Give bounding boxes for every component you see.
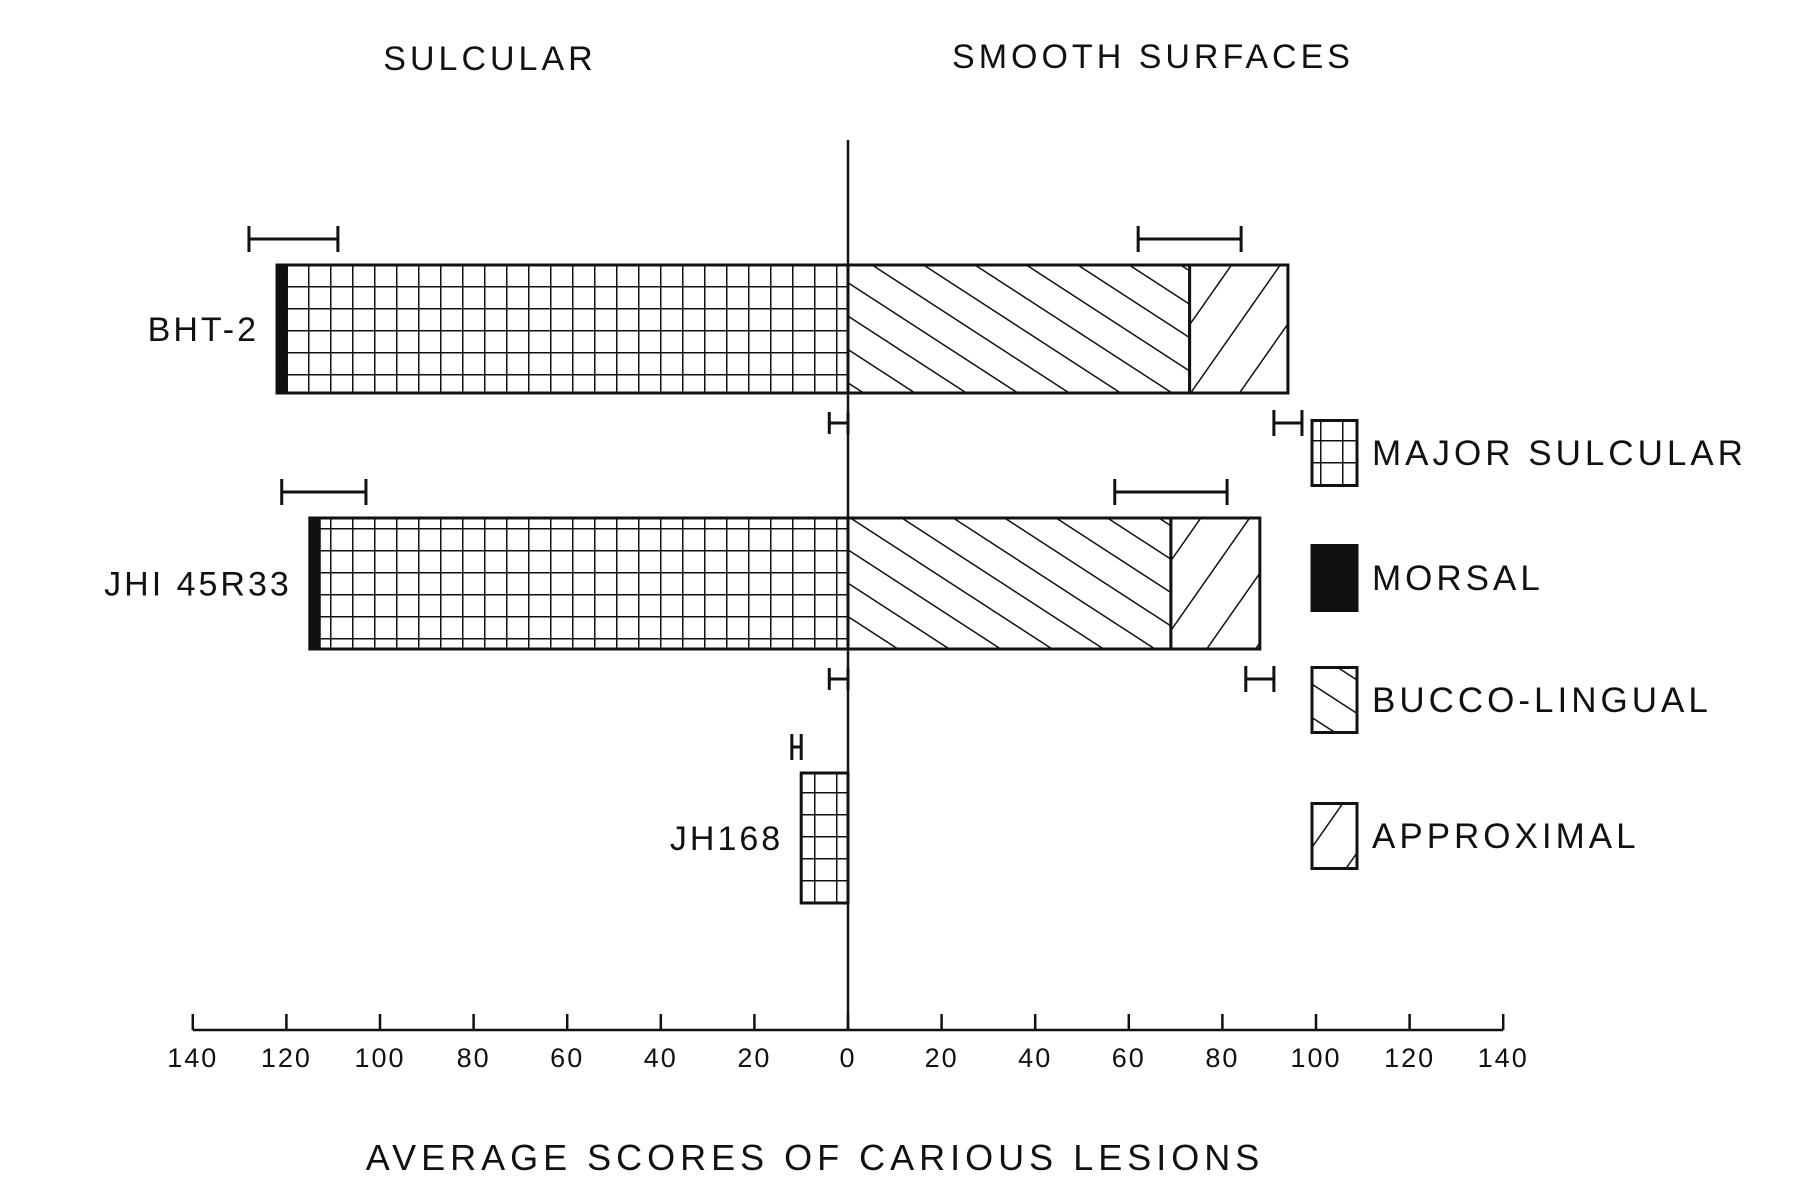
legend-label-morsal: MORSAL — [1372, 559, 1544, 598]
legend-swatch-morsal — [1310, 544, 1359, 612]
x-tick-label: 100 — [354, 1043, 405, 1073]
x-tick-label: 60 — [1112, 1043, 1146, 1073]
bar-bht-2-major-sulcular — [284, 263, 850, 395]
category-label: JH168 — [670, 820, 783, 858]
bar-jhi-45r33-approximal — [1169, 516, 1262, 651]
x-tick-label: 20 — [925, 1043, 959, 1073]
right-heading: SMOOTH SURFACES — [952, 38, 1354, 76]
x-tick-label: 120 — [261, 1043, 312, 1073]
x-tick-label: 40 — [644, 1043, 678, 1073]
bar-jhi-45r33-bucco-lingual — [846, 516, 1173, 651]
x-tick-label: 40 — [1018, 1043, 1052, 1073]
legend-swatch-approximal — [1310, 802, 1359, 870]
legend-swatch-bucco-lingual — [1310, 666, 1359, 734]
x-axis-label: AVERAGE SCORES OF CARIOUS LESIONS — [366, 1137, 1265, 1178]
bar-bht-2-morsal — [275, 263, 288, 395]
bar-jhi-45r33-morsal — [308, 516, 321, 651]
x-tick-label: 80 — [457, 1043, 491, 1073]
category-label: BHT-2 — [148, 311, 259, 349]
x-tick-label: 120 — [1384, 1043, 1435, 1073]
x-tick-label: 0 — [839, 1043, 856, 1073]
x-tick-label: 20 — [737, 1043, 771, 1073]
bar-bht-2-approximal — [1188, 263, 1290, 395]
legend-label-bucco-lingual: BUCCO-LINGUAL — [1372, 681, 1712, 720]
legend-label-major-sulcular: MAJOR SULCULAR — [1372, 434, 1747, 473]
x-tick-label: 80 — [1205, 1043, 1239, 1073]
category-label: JHI 45R33 — [104, 566, 292, 604]
x-tick-label: 100 — [1290, 1043, 1341, 1073]
legend-swatch-major-sulcular — [1310, 419, 1359, 487]
bar-jhi-45r33-major-sulcular — [317, 516, 850, 651]
x-tick-label: 60 — [550, 1043, 584, 1073]
bar-bht-2-bucco-lingual — [846, 263, 1192, 395]
x-tick-label: 140 — [1478, 1043, 1529, 1073]
bar-jh168-major-sulcular — [799, 771, 850, 905]
x-tick-label: 140 — [167, 1043, 218, 1073]
left-heading: SULCULAR — [383, 40, 596, 78]
plot-area: 140 120 100 80 60 40 20 0 20 40 60 80 100 120 140 BHT-2… — [104, 140, 1747, 1073]
legend-label-approximal: APPROXIMAL — [1372, 817, 1640, 856]
